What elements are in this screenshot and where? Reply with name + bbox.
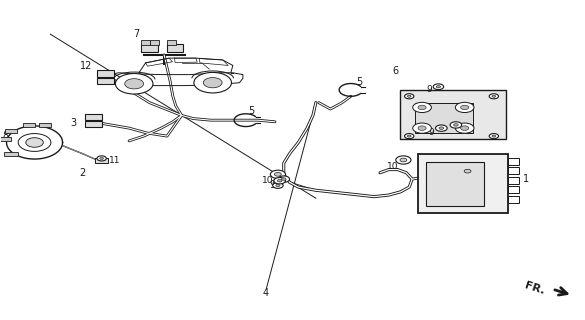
Bar — [508, 196, 519, 203]
Circle shape — [433, 84, 443, 90]
Circle shape — [439, 127, 443, 129]
Text: 11: 11 — [109, 156, 120, 165]
Text: 7: 7 — [133, 29, 140, 39]
Bar — [39, 124, 51, 127]
Circle shape — [455, 102, 474, 113]
Text: 9: 9 — [269, 180, 275, 190]
Circle shape — [436, 85, 441, 88]
Circle shape — [277, 180, 282, 182]
Bar — [150, 40, 159, 45]
Circle shape — [407, 135, 411, 137]
Circle shape — [281, 178, 286, 180]
Bar — [23, 123, 35, 126]
Bar — [141, 40, 150, 45]
Text: 10: 10 — [476, 173, 488, 182]
Bar — [0, 137, 11, 141]
Bar — [508, 158, 519, 165]
Bar — [97, 78, 115, 84]
Circle shape — [194, 72, 232, 93]
Circle shape — [413, 123, 431, 133]
Circle shape — [450, 122, 462, 128]
Bar — [415, 103, 473, 133]
Bar — [4, 152, 18, 156]
Circle shape — [396, 156, 411, 164]
Circle shape — [276, 184, 280, 187]
Circle shape — [115, 74, 153, 94]
Bar — [5, 129, 17, 133]
Circle shape — [460, 167, 475, 175]
Text: 10: 10 — [262, 176, 274, 185]
Circle shape — [464, 169, 471, 173]
Circle shape — [489, 94, 498, 99]
Circle shape — [97, 156, 106, 161]
Bar — [141, 44, 159, 52]
Circle shape — [492, 95, 495, 97]
Text: 8: 8 — [2, 131, 8, 141]
Circle shape — [418, 126, 426, 130]
Circle shape — [274, 178, 285, 184]
Bar — [167, 44, 183, 52]
Bar — [425, 162, 484, 206]
Circle shape — [204, 77, 222, 88]
Circle shape — [455, 123, 474, 133]
Circle shape — [273, 183, 283, 188]
Bar — [95, 158, 108, 163]
Bar — [508, 167, 519, 174]
Circle shape — [400, 158, 407, 162]
Text: 10: 10 — [387, 162, 398, 171]
Circle shape — [270, 170, 285, 179]
Circle shape — [18, 133, 51, 151]
Bar — [418, 154, 508, 212]
Circle shape — [405, 94, 414, 99]
Circle shape — [489, 133, 498, 139]
Bar — [167, 40, 176, 45]
Circle shape — [492, 135, 495, 137]
Circle shape — [274, 172, 281, 176]
Text: 9: 9 — [271, 181, 277, 190]
Bar — [508, 187, 519, 194]
Bar — [508, 177, 519, 184]
Circle shape — [418, 105, 426, 110]
Circle shape — [26, 138, 43, 147]
Circle shape — [460, 126, 469, 130]
Text: 9: 9 — [428, 128, 433, 137]
Circle shape — [413, 102, 431, 113]
Circle shape — [405, 133, 414, 139]
Circle shape — [278, 176, 290, 182]
Bar — [85, 122, 102, 126]
Circle shape — [100, 157, 104, 159]
Circle shape — [407, 95, 411, 97]
Text: 5: 5 — [356, 77, 363, 87]
Circle shape — [460, 105, 469, 110]
Bar — [97, 70, 115, 77]
Text: 2: 2 — [79, 168, 85, 178]
Circle shape — [453, 124, 458, 126]
Text: 5: 5 — [249, 106, 255, 116]
Text: FR.: FR. — [524, 280, 546, 296]
Text: 6: 6 — [393, 66, 399, 76]
Bar — [401, 90, 505, 139]
Text: 4: 4 — [263, 288, 269, 298]
Text: 1: 1 — [523, 174, 529, 184]
Circle shape — [435, 125, 447, 131]
Text: 12: 12 — [80, 61, 92, 71]
Bar — [85, 114, 102, 120]
Text: 3: 3 — [70, 118, 77, 128]
Circle shape — [125, 79, 143, 89]
Text: 9: 9 — [427, 85, 432, 94]
